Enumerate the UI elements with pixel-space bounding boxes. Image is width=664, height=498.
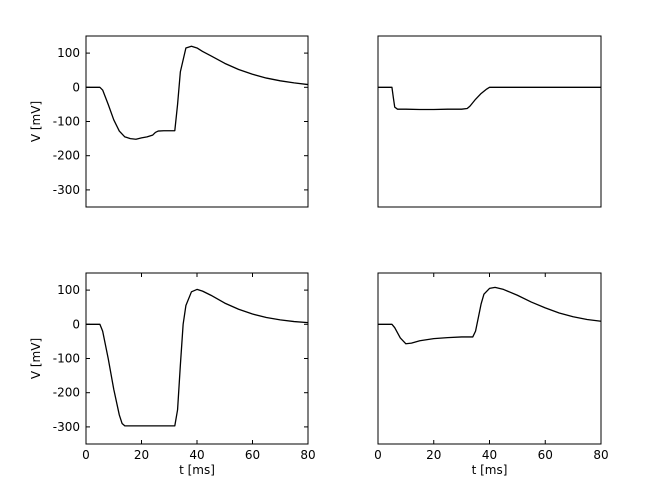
y-tick-label: 100 [57,283,80,297]
x-tick-label: 20 [426,448,441,462]
y-tick-label: -100 [53,352,80,366]
x-tick-label: 60 [538,448,553,462]
x-axis-label: t [ms] [179,463,215,477]
voltage-trace-line [378,286,602,345]
y-axis-label: V [mV] [29,101,43,142]
chart-panel-top-left: 100 0 -100 -200 -300 V [mV] [29,35,309,208]
y-tick-label: 100 [57,46,80,60]
voltage-trace-line [378,86,601,111]
x-tick-label: 60 [245,448,260,462]
voltage-trace-line [86,288,309,427]
y-tick-label: 0 [72,80,80,94]
voltage-trace-line [86,45,309,140]
x-tick-label: 20 [134,448,149,462]
y-tick-label: -200 [53,386,80,400]
x-axis-label: t [ms] [472,463,508,477]
axes-frame [85,272,309,445]
chart-panel-bottom-right: 0 20 40 60 80 t [ms] [374,272,609,477]
x-tick-label: 0 [374,448,382,462]
x-tick-label: 40 [482,448,497,462]
y-tick-label: 0 [72,317,80,331]
axes-frame [377,35,602,208]
axes-frame [377,272,602,445]
x-tick-label: 0 [82,448,90,462]
y-tick-label: -300 [53,183,80,197]
axes-frame [85,35,309,208]
x-tick-label: 40 [189,448,204,462]
chart-panel-top-right [377,35,602,208]
y-tick-label: -300 [53,420,80,434]
y-tick-label: -200 [53,149,80,163]
x-tick-label: 80 [300,448,315,462]
y-tick-label: -100 [53,115,80,129]
y-axis-label: V [mV] [29,338,43,379]
x-tick-label: 80 [593,448,608,462]
